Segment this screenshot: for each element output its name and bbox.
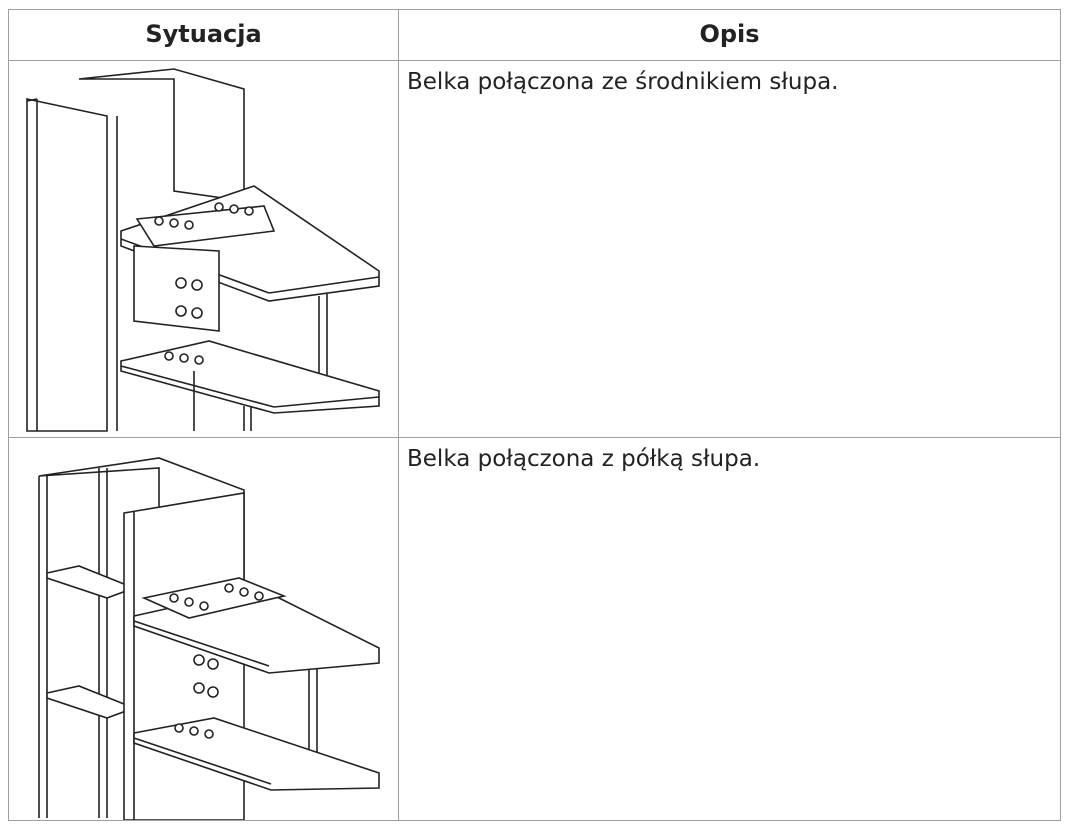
bolt: [169, 218, 179, 228]
bolt: [204, 729, 214, 739]
bolt: [174, 723, 184, 733]
bolt: [244, 206, 254, 216]
bolt: [175, 305, 187, 317]
bolt: [193, 654, 205, 666]
bolt: [175, 277, 187, 289]
bolt: [189, 726, 199, 736]
shape: [26, 98, 38, 102]
bolt: [254, 591, 264, 601]
bolt: [164, 351, 174, 361]
bolt: [207, 686, 219, 698]
shape: [133, 620, 270, 667]
bolt: [229, 204, 239, 214]
bolt: [199, 601, 209, 611]
bolt: [179, 353, 189, 363]
header-cell: Opis: [398, 9, 1061, 61]
bolt: [191, 307, 203, 319]
bolt: [207, 658, 219, 670]
beam-flange: [133, 717, 380, 791]
bolt: [184, 597, 194, 607]
shape: [268, 276, 380, 294]
bolt: [184, 220, 194, 230]
shape: [120, 365, 275, 408]
header-cell: Sytuacja: [8, 9, 399, 61]
illustration: [38, 457, 380, 821]
shape: [273, 396, 380, 408]
bolt: [193, 682, 205, 694]
illustration: [26, 68, 380, 432]
plate: [133, 245, 220, 332]
bolt: [239, 587, 249, 597]
plate: [141, 577, 287, 619]
image-cell: [8, 437, 399, 821]
bolt: [154, 216, 164, 226]
description: Belka połączona z półką słupa.: [398, 437, 1061, 821]
shape: [133, 737, 272, 785]
description: Belka połączona ze środnikiem słupa.: [398, 60, 1061, 438]
bolt: [191, 279, 203, 291]
stiffener: [46, 565, 137, 599]
shape: [26, 98, 108, 432]
bolt: [194, 355, 204, 365]
stiffener: [46, 685, 137, 719]
bolt: [169, 593, 179, 603]
bolt: [214, 202, 224, 212]
bolt: [224, 583, 234, 593]
image-cell: [8, 60, 399, 438]
